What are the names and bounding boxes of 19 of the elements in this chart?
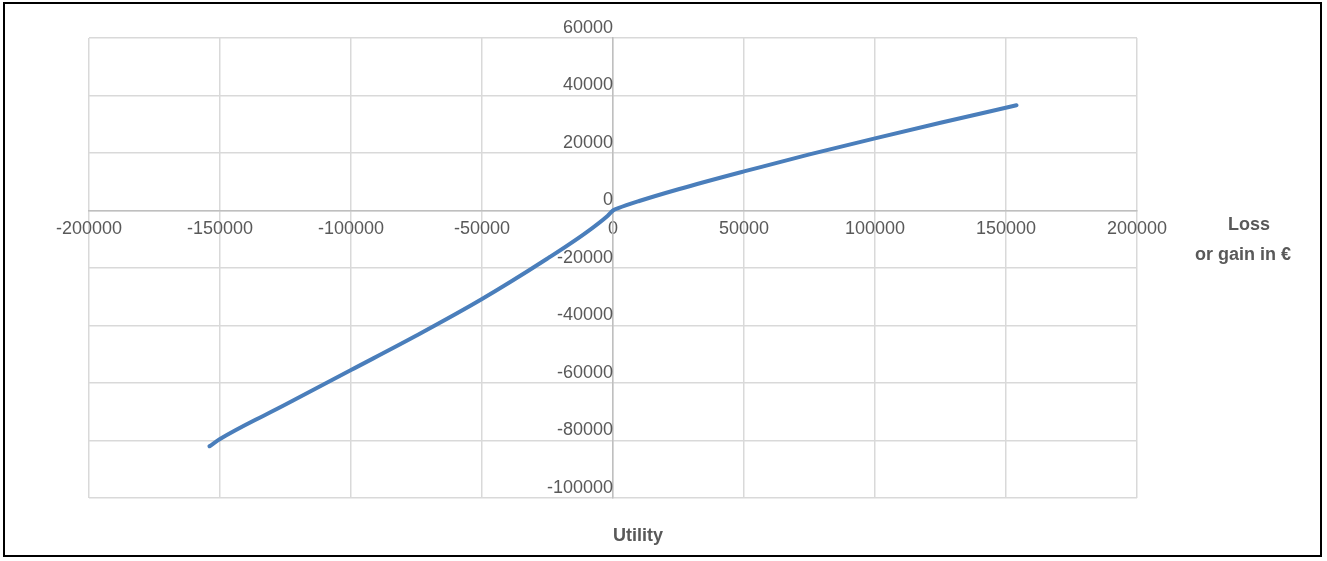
y-tick-label: 40000 xyxy=(562,74,613,95)
text: Utility xyxy=(612,524,664,545)
y-tick-label: -20000 xyxy=(556,246,613,267)
x-tick-label: -200000 xyxy=(55,218,123,239)
x-tick-label: 50000 xyxy=(718,218,770,239)
y-tick-label: -40000 xyxy=(556,304,613,325)
y-tick-label: 60000 xyxy=(562,16,613,37)
y-tick-label: 20000 xyxy=(562,131,613,152)
text: Loss or gain in € xyxy=(1194,214,1292,265)
x-tick-label: 100000 xyxy=(844,218,906,239)
x-tick-label: 150000 xyxy=(975,218,1037,239)
y-tick-label: 0 xyxy=(602,189,613,210)
y-tick-label: -100000 xyxy=(546,476,613,497)
y-tick-label: -80000 xyxy=(556,419,613,440)
x-tick-label: 200000 xyxy=(1106,218,1168,239)
x-tick-label: -100000 xyxy=(317,218,385,239)
y-tick-label: -60000 xyxy=(556,361,613,382)
x-tick-label: -150000 xyxy=(186,218,254,239)
x-tick-label: -50000 xyxy=(453,218,511,239)
